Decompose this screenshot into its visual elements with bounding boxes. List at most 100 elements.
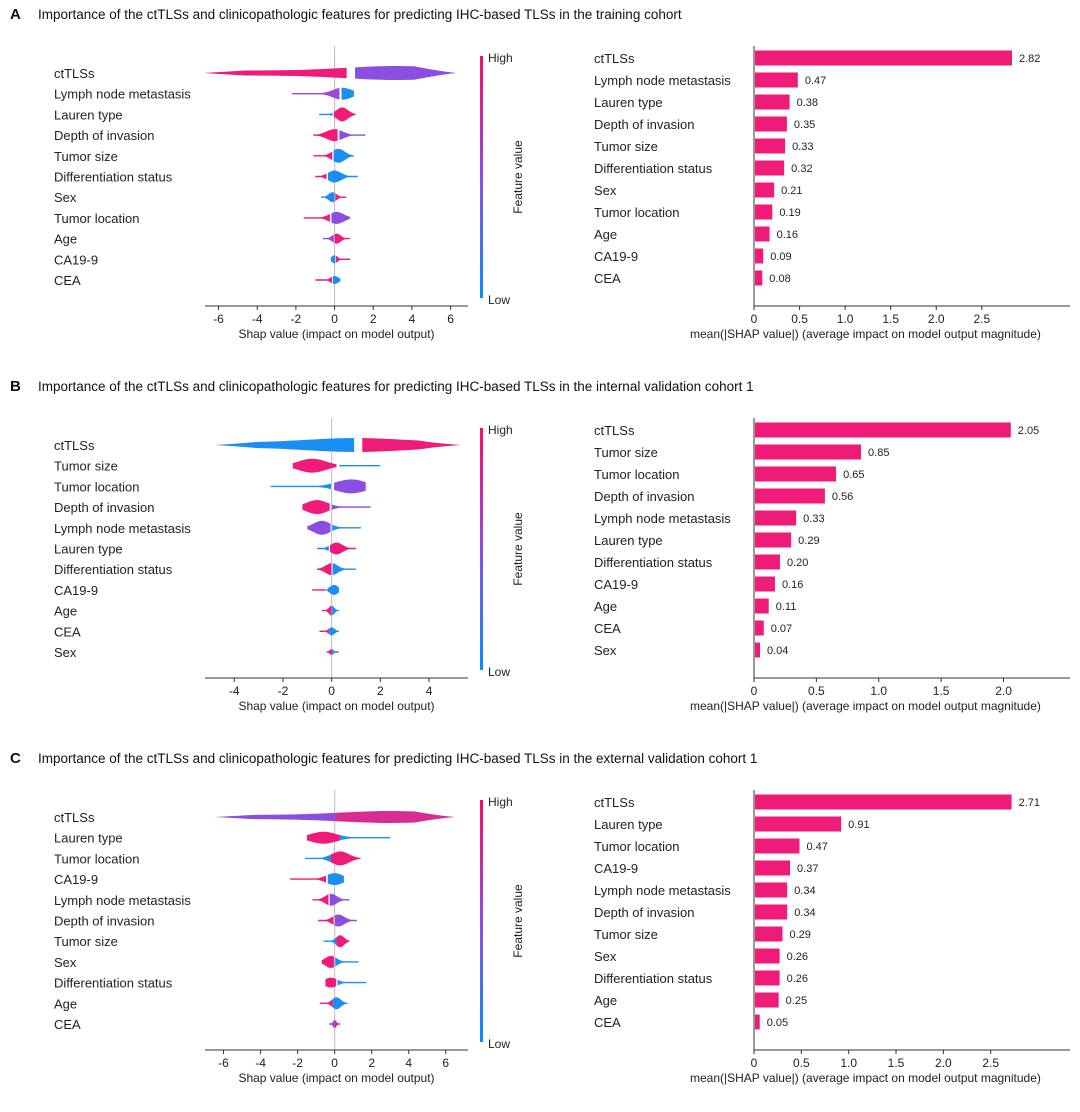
bar-category-label: ctTLSs xyxy=(594,51,635,66)
shap-violin-high-side xyxy=(332,524,361,532)
shap-violin-low-side xyxy=(317,545,329,552)
bar-value-label: 0.47 xyxy=(807,841,828,853)
bar xyxy=(755,970,780,986)
colorbar-title: Feature value xyxy=(511,140,525,214)
panel-c: C Importance of the ctTLSs and clinicopa… xyxy=(0,750,1080,1112)
bar-value-label: 0.91 xyxy=(848,819,869,831)
feature-label: ctTLSs xyxy=(54,810,95,825)
shap-violin-high-side xyxy=(335,193,347,202)
shap-violin-high-side xyxy=(341,87,354,100)
feature-label: Differentiation status xyxy=(54,976,173,991)
shap-violin-low-side xyxy=(330,255,336,264)
bar-x-axis-title: mean(|SHAP value|) (average impact on mo… xyxy=(690,1071,1041,1085)
shap-violin-high-side xyxy=(339,130,366,141)
shap-violin-low-side xyxy=(319,112,333,117)
bar-x-tick-label: 0 xyxy=(751,1056,758,1070)
bar-x-tick-label: 1.0 xyxy=(870,684,887,698)
bar-value-label: 0.37 xyxy=(797,863,818,875)
bar-x-tick-label: 2.5 xyxy=(973,312,990,326)
bar-value-label: 0.07 xyxy=(771,623,792,635)
bar-value-label: 0.25 xyxy=(786,995,807,1007)
shap-violin-low-side xyxy=(317,916,334,925)
bar-value-label: 2.71 xyxy=(1019,797,1040,809)
bar xyxy=(755,926,783,942)
panel-letter: A xyxy=(10,6,21,23)
feature-label: Tumor size xyxy=(54,934,118,949)
shap-violin-low-side xyxy=(321,605,332,616)
bar xyxy=(755,72,798,88)
colorbar-low-label: Low xyxy=(488,665,510,679)
feature-label: Lymph node metastasis xyxy=(54,893,191,908)
feature-label: Lymph node metastasis xyxy=(54,87,191,102)
bar-value-label: 0.04 xyxy=(767,645,788,657)
feature-label: Tumor location xyxy=(54,851,140,866)
shap-violin-high-side xyxy=(333,107,356,122)
colorbar xyxy=(480,56,483,298)
bar-category-label: CA19-9 xyxy=(594,577,638,592)
bar-x-tick-label: 0 xyxy=(751,684,758,698)
bar-category-label: Lymph node metastasis xyxy=(594,73,731,88)
bar-value-label: 0.35 xyxy=(794,119,815,131)
shap-x-tick-label: -4 xyxy=(252,312,263,326)
colorbar-high-label: High xyxy=(488,795,513,809)
shap-violin-low-side xyxy=(319,628,330,635)
shap-x-tick-label: -2 xyxy=(291,312,302,326)
feature-label: Lauren type xyxy=(54,831,123,846)
bar-value-label: 0.85 xyxy=(868,447,889,459)
bar-x-axis-title: mean(|SHAP value|) (average impact on mo… xyxy=(690,327,1041,341)
shap-violin-low-side xyxy=(305,854,331,863)
bar xyxy=(755,510,797,526)
shap-x-tick-label: 2 xyxy=(368,1056,375,1070)
shap-violin-high-side xyxy=(331,649,339,655)
bar-x-tick-label: 0.5 xyxy=(793,1056,810,1070)
feature-label: CEA xyxy=(54,624,81,639)
shap-x-tick-label: -2 xyxy=(292,1056,303,1070)
bar-value-label: 0.11 xyxy=(776,601,797,613)
shap-x-tick-label: -6 xyxy=(213,312,224,326)
bar-category-label: Depth of invasion xyxy=(594,117,694,132)
bar-value-label: 0.26 xyxy=(787,973,808,985)
shap-violin-high-side xyxy=(330,851,361,866)
shap-x-tick-label: 4 xyxy=(409,312,416,326)
bar-x-axis-title: mean(|SHAP value|) (average impact on mo… xyxy=(690,699,1041,713)
panel-a-figure: ctTLSs Lymph node metastasis Lauren type De… xyxy=(54,46,1070,341)
bar-category-label: CEA xyxy=(594,621,621,636)
bar xyxy=(755,138,786,154)
bar-x-tick-label: 1.0 xyxy=(840,1056,857,1070)
shap-violin-low-side xyxy=(317,563,332,576)
bar-value-label: 0.09 xyxy=(770,251,791,263)
shap-violin-low-side xyxy=(315,173,327,180)
bar-category-label: Lauren type xyxy=(594,817,663,832)
colorbar-low-label: Low xyxy=(488,1037,510,1051)
shap-x-tick-label: -4 xyxy=(255,1056,266,1070)
shap-violin-low-side xyxy=(292,458,337,473)
shap-violin-high-side xyxy=(331,504,371,510)
bar xyxy=(755,160,785,176)
colorbar xyxy=(480,800,483,1042)
bar xyxy=(755,948,780,964)
shap-x-axis-title: Shap value (impact on model output) xyxy=(238,1071,434,1085)
shap-violin-high-side xyxy=(335,957,359,967)
bar-category-label: Tumor size xyxy=(594,139,658,154)
shap-x-tick-label: 4 xyxy=(426,684,433,698)
bar-category-label: Sex xyxy=(594,183,617,198)
feature-label: Depth of invasion xyxy=(54,500,154,515)
bar-value-label: 0.16 xyxy=(777,229,798,241)
bar xyxy=(755,532,792,548)
shap-violin-high-side xyxy=(327,584,339,595)
bar-category-label: Differentiation status xyxy=(594,555,713,570)
shap-violin-low-side xyxy=(322,234,334,243)
shap-x-axis-title: Shap value (impact on model output) xyxy=(238,699,434,713)
shap-violin-low-side xyxy=(323,937,337,946)
bar-category-label: CA19-9 xyxy=(594,861,638,876)
feature-label: Depth of invasion xyxy=(54,128,154,143)
bar-value-label: 0.33 xyxy=(792,141,813,153)
colorbar-title: Feature value xyxy=(511,884,525,958)
bar-category-label: Lauren type xyxy=(594,95,663,110)
bar-category-label: Depth of invasion xyxy=(594,905,694,920)
bar xyxy=(755,270,763,286)
shap-x-tick-label: -6 xyxy=(218,1056,229,1070)
shap-violin-low-side xyxy=(270,483,331,490)
bar-category-label: Age xyxy=(594,993,617,1008)
panel-letter: B xyxy=(10,378,21,395)
